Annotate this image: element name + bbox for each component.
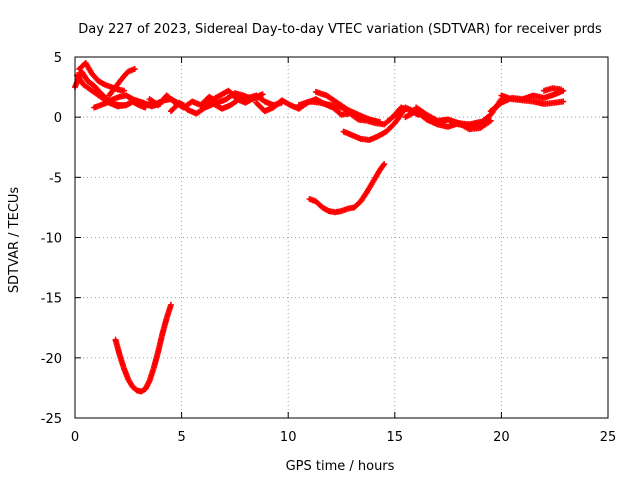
data-point: [376, 118, 383, 125]
x-tick-label: 25: [600, 430, 617, 445]
data-series-track-11: [312, 88, 383, 125]
x-tick-label: 10: [280, 430, 297, 445]
data-point: [259, 91, 266, 98]
data-series-track-19: [306, 161, 388, 216]
data-layer: [72, 60, 567, 395]
x-tick-label: 20: [493, 430, 510, 445]
data-series-track-20: [112, 301, 174, 395]
data-series-track-15: [413, 104, 484, 128]
data-series-track-5: [106, 66, 138, 99]
x-tick-label: 5: [177, 430, 185, 445]
y-tick-label: -25: [41, 412, 62, 427]
data-series-track-4: [91, 92, 187, 111]
data-series-track-18: [541, 85, 565, 94]
y-tick-label: -10: [41, 232, 62, 247]
y-tick-label: -15: [41, 292, 62, 307]
x-tick-label: 0: [71, 430, 79, 445]
data-series-track-8: [199, 87, 266, 109]
y-tick-label: -5: [49, 171, 62, 186]
data-point: [487, 117, 494, 124]
y-tick-label: 5: [54, 51, 62, 66]
tick-layer: 0 5 10 15 20 25 -25 -20 -15 -10 -5 0 5: [41, 51, 617, 445]
data-point: [381, 161, 388, 168]
data-point: [558, 86, 565, 93]
x-tick-label: 15: [387, 430, 404, 445]
x-axis-label: GPS time / hours: [286, 459, 395, 474]
data-point: [131, 66, 138, 73]
data-series-track-14: [402, 108, 494, 133]
data-point: [560, 98, 567, 105]
data-point: [167, 301, 174, 308]
data-point: [121, 87, 128, 94]
y-tick-label: -20: [41, 352, 62, 367]
y-tick-label: 0: [54, 111, 62, 126]
data-series-track-17: [498, 92, 567, 107]
data-point: [477, 118, 484, 125]
y-axis-label: SDTVAR / TECUs: [7, 187, 22, 294]
chart-title: Day 227 of 2023, Sidereal Day-to-day VTE…: [78, 22, 602, 37]
